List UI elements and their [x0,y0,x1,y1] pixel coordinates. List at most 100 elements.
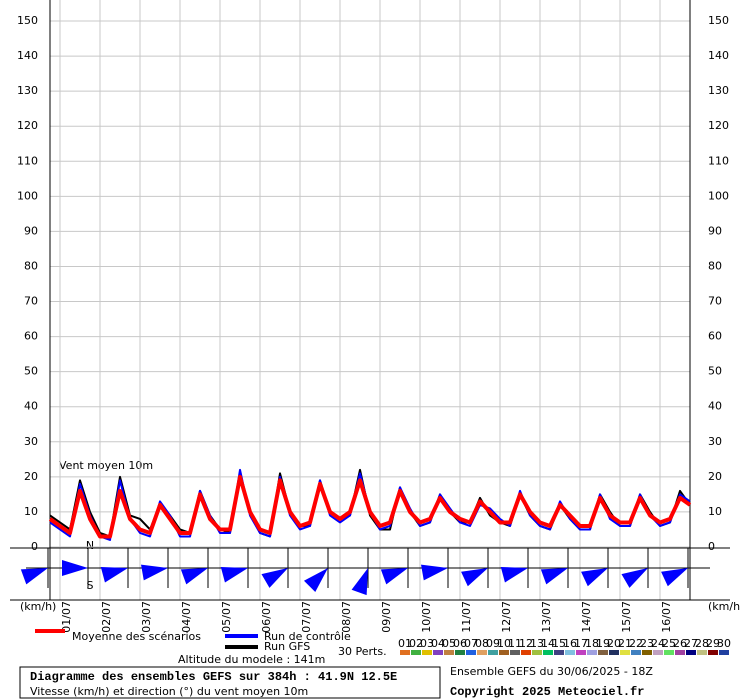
perturbation-label: 17 [574,637,588,650]
x-tick-label: 14/07 [580,601,593,633]
perturbation-swatch [653,650,663,655]
perturbation-label: 25 [662,637,676,650]
legend-label: Moyenne des scénarios [72,630,201,643]
y-tick-label: 20 [708,470,722,483]
perturbation-label: 11 [508,637,522,650]
y-tick-label: 130 [17,84,38,97]
y-tick-label: 30 [708,435,722,448]
perturbation-swatch [488,650,498,655]
y-tick-label: 120 [17,119,38,132]
wind-wedge [261,568,288,588]
perturbation-swatch [554,650,564,655]
compass-label: N [86,539,94,552]
perturbation-swatch [697,650,707,655]
perturbation-label: 15 [552,637,566,650]
x-tick-label: 03/07 [140,601,153,633]
copyright: Copyright 2025 Meteociel.fr [450,685,644,699]
y-tick-label: 110 [708,154,729,167]
line-series [48,474,692,539]
y-tick-label: 40 [24,400,38,413]
x-tick-label: 15/07 [620,601,633,633]
y-tick-label: 150 [17,14,38,27]
run-info: Ensemble GEFS du 30/06/2025 - 18Z [450,665,653,678]
y-tick-label: 70 [24,295,38,308]
y-tick-label: 100 [17,189,38,202]
subtitle: Vitesse (km/h) et direction (°) du vent … [30,685,308,698]
perturbation-label: 14 [541,637,555,650]
wind-wedge [500,567,528,583]
y-tick-label: 60 [708,330,722,343]
y-tick-label: 0 [31,540,38,553]
x-tick-label: 13/07 [540,601,553,633]
y-tick-label: 140 [708,49,729,62]
y-tick-label: 10 [24,505,38,518]
y-tick-label: 90 [24,224,38,237]
perturbation-label: 02 [409,637,423,650]
title-box [19,666,441,699]
perturbation-label: 10 [497,637,511,650]
wind-wedge [20,568,48,585]
perturbation-label: 07 [464,637,478,650]
y-tick-label: 30 [24,435,38,448]
perturbation-swatch [455,650,465,655]
y-tick-label: 20 [24,470,38,483]
y-unit: (km/h) [708,600,740,613]
perturbation-label: 20 [607,637,621,650]
y-tick-label: 110 [17,154,38,167]
y-tick-label: 0 [708,540,715,553]
perturbation-label: 26 [673,637,687,650]
perturbation-swatch [521,650,531,655]
perturbation-label: 22 [629,637,643,650]
y-tick-label: 150 [708,14,729,27]
wind-wedge [220,567,248,583]
x-tick-label: 01/07 [60,601,73,633]
y-unit: (km/h) [20,600,56,613]
y-tick-label: 10 [708,505,722,518]
perturbation-swatch [466,650,476,655]
perturbation-swatch [587,650,597,655]
wind-wedge [180,568,208,585]
y-tick-label: 80 [708,259,722,272]
y-tick-label: 120 [708,119,729,132]
perturbation-swatch [642,650,652,655]
perturbation-label: 13 [530,637,544,650]
wind-wedge [100,567,128,583]
altitude: Altitude du modele : 141m [178,653,325,666]
perturbation-label: 03 [420,637,434,650]
y-tick-label: 90 [708,224,722,237]
wind-wedge [62,560,88,576]
wind-wedge [461,568,488,587]
wind-wedge [661,568,688,587]
perturbation-swatch [576,650,586,655]
x-tick-label: 16/07 [660,601,673,633]
x-tick-label: 02/07 [100,601,113,633]
perturbation-swatch [620,650,630,655]
perturbation-label: 06 [453,637,467,650]
perturbation-label: 18 [585,637,599,650]
legend-label: Run GFS [264,640,310,653]
perturbation-swatch [565,650,575,655]
perturbation-swatch [532,650,542,655]
perturbation-label: 24 [651,637,665,650]
perturbation-swatch [433,650,443,655]
y-tick-label: 140 [17,49,38,62]
perturbation-swatch [400,650,410,655]
wind-wedge [303,568,328,593]
perturbation-swatch [686,650,696,655]
y-tick-label: 50 [708,365,722,378]
perturbation-swatch [444,650,454,655]
wind-wedge [621,568,648,588]
x-tick-label: 09/07 [380,601,393,633]
y-tick-label: 40 [708,400,722,413]
y-tick-label: 80 [24,259,38,272]
perturbation-swatch [631,650,641,655]
perturbation-label: 27 [684,637,698,650]
wind-wedge [581,568,608,587]
perturbation-swatch [422,650,432,655]
x-tick-label: 10/07 [420,601,433,633]
perturbation-swatch [675,650,685,655]
legend-label: Run de contrôle [264,630,351,643]
perturbation-label: 08 [475,637,489,650]
x-tick-label: 12/07 [500,601,513,633]
